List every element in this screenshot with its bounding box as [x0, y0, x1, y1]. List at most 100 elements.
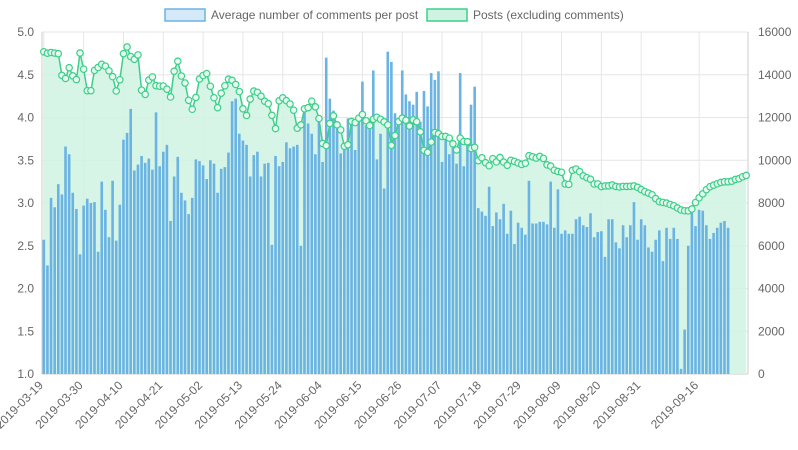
point-posts — [264, 99, 273, 108]
point-posts — [387, 141, 396, 150]
point-posts — [289, 106, 298, 114]
bar-comments — [665, 227, 668, 374]
bar-comments — [198, 161, 201, 374]
bar-comments — [151, 169, 154, 374]
point-posts — [166, 93, 175, 101]
point-posts — [470, 143, 479, 152]
legend-label-comments: Average number of comments per post — [211, 8, 419, 22]
bar-comments — [495, 212, 498, 374]
point-posts — [112, 87, 121, 95]
bar-comments — [723, 220, 726, 374]
point-posts — [412, 117, 421, 126]
legend-swatch-comments — [164, 8, 206, 22]
right-tick-label: 6000 — [758, 239, 785, 253]
bar-comments — [140, 155, 143, 374]
point-posts — [202, 69, 211, 78]
bar-comments — [241, 140, 245, 374]
left-tick-label: 5.0 — [17, 25, 34, 39]
bar-comments — [502, 203, 505, 374]
point-posts — [271, 124, 280, 133]
bar-comments — [361, 81, 364, 374]
bar-comments — [60, 194, 64, 374]
bar-comments — [285, 142, 288, 374]
bar-comments — [415, 91, 419, 374]
bar-comments — [411, 104, 415, 375]
bar-comments — [426, 106, 429, 374]
bar-comments — [498, 219, 502, 374]
bar-comments — [180, 192, 183, 374]
left-tick-label: 1.5 — [17, 324, 34, 338]
bar-comments — [118, 204, 122, 374]
bar-comments — [694, 226, 697, 374]
point-posts — [231, 80, 240, 89]
point-posts — [336, 126, 345, 134]
bar-comments — [538, 221, 542, 374]
bar-comments — [571, 233, 574, 374]
bar-comments — [85, 198, 89, 374]
point-posts — [87, 86, 95, 95]
bar-comments — [266, 162, 270, 374]
point-posts — [326, 119, 334, 128]
bar-comments — [719, 222, 723, 374]
bar-comments — [259, 176, 263, 374]
bar-comments — [56, 184, 60, 374]
point-posts — [416, 127, 425, 136]
point-posts — [173, 57, 182, 65]
point-posts — [742, 171, 750, 180]
bar-comments — [183, 200, 187, 374]
bar-comments — [549, 181, 552, 374]
point-posts — [333, 121, 341, 129]
point-posts — [246, 95, 254, 103]
bar-comments — [516, 222, 520, 374]
point-posts — [119, 49, 128, 58]
bar-comments — [346, 118, 350, 374]
bar-comments — [256, 151, 259, 374]
bar-comments — [408, 101, 411, 374]
bar-series-comments — [42, 51, 730, 375]
bar-comments — [462, 166, 466, 374]
bar-comments — [531, 223, 534, 374]
point-posts — [210, 93, 218, 102]
bar-comments — [67, 154, 71, 374]
bar-comments — [545, 224, 549, 374]
bar-comments — [201, 165, 205, 374]
bar-comments — [484, 215, 487, 374]
point-posts — [365, 121, 374, 130]
point-posts — [297, 121, 305, 129]
left-tick-label: 1.0 — [17, 367, 34, 381]
point-posts — [586, 175, 595, 183]
bar-comments — [455, 163, 458, 374]
bar-comments — [93, 202, 96, 374]
bar-comments — [281, 161, 285, 374]
legend-label-posts: Posts (excluding comments) — [473, 8, 624, 22]
bar-comments — [248, 176, 252, 374]
bar-comments — [437, 71, 440, 374]
point-posts — [307, 97, 316, 105]
point-posts — [322, 141, 331, 150]
bar-comments — [223, 167, 227, 374]
bar-comments — [303, 112, 306, 375]
bar-comments — [71, 192, 75, 374]
bar-comments — [650, 251, 654, 374]
point-posts — [65, 63, 73, 72]
point-posts — [108, 72, 117, 81]
right-tick-label: 0 — [758, 367, 765, 381]
point-posts — [463, 137, 472, 146]
bar-comments — [614, 242, 618, 374]
right-axis-labels: 0 2000 4000 6000 8000 10000 12000 14000 16000 — [758, 25, 792, 381]
bar-comments — [672, 227, 676, 374]
bar-comments — [393, 113, 397, 374]
point-posts — [242, 111, 251, 120]
bar-comments — [89, 203, 93, 374]
bar-comments — [353, 149, 357, 374]
bar-comments — [505, 233, 509, 374]
bar-comments — [129, 108, 133, 374]
bar-comments — [270, 244, 274, 374]
bar-comments — [328, 98, 332, 374]
left-tick-label: 3.0 — [17, 196, 34, 210]
bar-comments — [42, 239, 46, 374]
point-posts — [521, 159, 530, 168]
bar-comments — [194, 159, 198, 374]
right-tick-label: 10000 — [758, 153, 792, 167]
